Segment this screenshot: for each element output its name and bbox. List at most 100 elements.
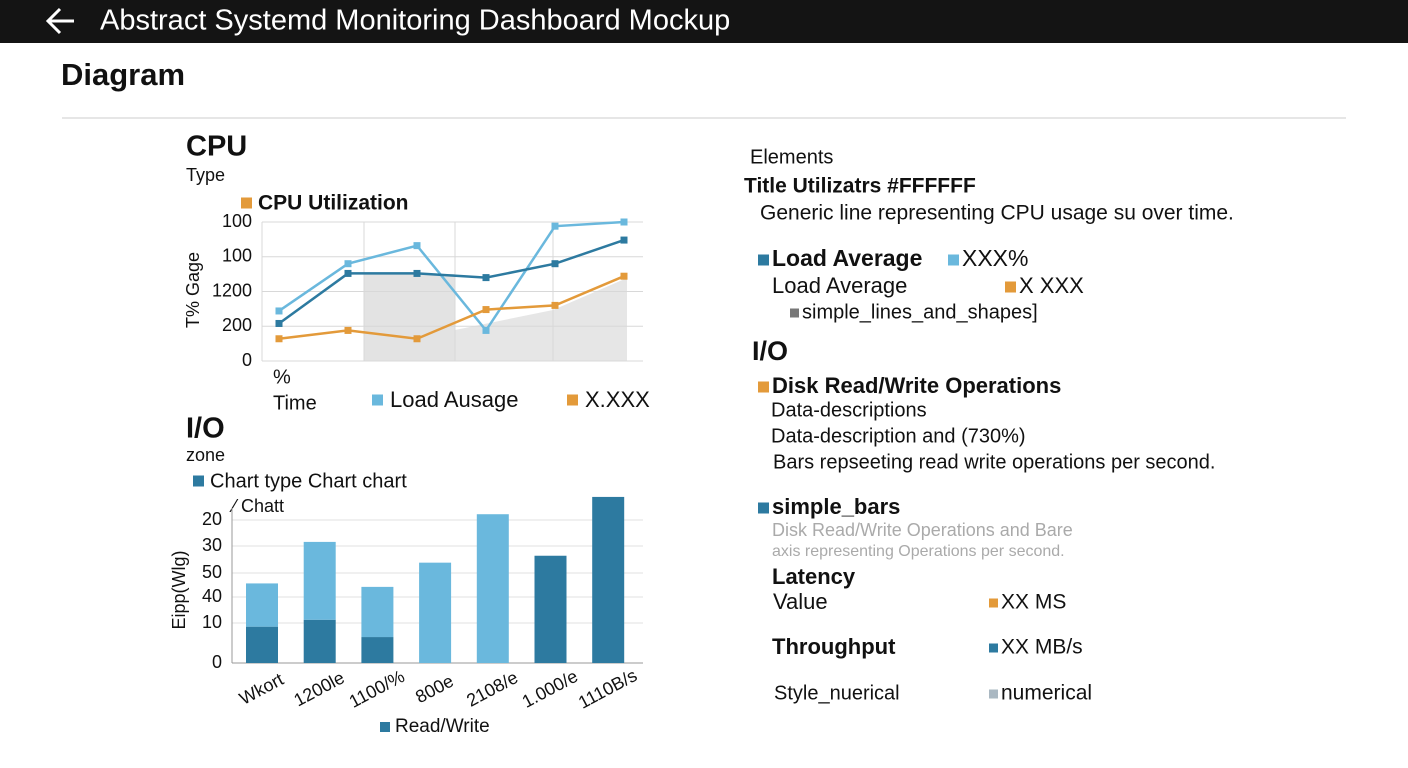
x-tick-label: 1110B/s	[575, 665, 640, 712]
panel-text: X XXX	[1019, 273, 1084, 298]
y-tick-label: 100	[222, 246, 252, 266]
legend-swatch	[758, 502, 769, 514]
x-tick-label: 1200le	[291, 667, 348, 710]
panel-text: XX MB/s	[1001, 636, 1083, 659]
data-point	[413, 242, 421, 250]
panel-text: I/O	[752, 336, 788, 366]
legend-swatch	[948, 254, 959, 266]
y-tick-label: 20	[202, 509, 222, 529]
bar	[476, 514, 509, 663]
panel-text: Disk Read/Write Operations	[772, 373, 1061, 398]
data-point	[482, 306, 490, 314]
panel-text: Elements	[750, 146, 833, 168]
bar	[419, 562, 452, 663]
shaded-region	[364, 274, 455, 361]
x-tick-label: 800e	[412, 671, 457, 707]
panel-text: numerical	[1001, 682, 1092, 705]
y-tick-label: 1200	[212, 280, 252, 300]
series-line	[278, 238, 625, 325]
data-point	[413, 335, 421, 343]
panel-text: XX MS	[1001, 591, 1066, 614]
data-point	[344, 269, 352, 277]
x-axis-label: %	[273, 366, 291, 388]
panel-text: Data-descriptions	[771, 399, 927, 421]
data-point	[344, 260, 352, 268]
panel-text: XXX%	[962, 245, 1028, 271]
legend-swatch	[193, 475, 204, 487]
chart-subtitle: zone	[186, 445, 225, 465]
y-tick-label: 0	[212, 652, 222, 672]
y-tick-label: 30	[202, 535, 222, 555]
bar	[361, 637, 394, 663]
legend-title: Chart type Chart chart	[210, 470, 407, 492]
back-button[interactable]	[45, 7, 74, 35]
legend-swatch	[989, 689, 998, 699]
panel-text: Generic line representing CPU usage su o…	[760, 202, 1234, 225]
panel-text: simple_bars	[772, 494, 900, 519]
panel-text: Latency	[772, 564, 856, 589]
bar	[592, 496, 625, 663]
data-point	[344, 326, 352, 334]
data-point	[482, 274, 490, 282]
y-tick-label: 50	[202, 562, 222, 582]
panel-text: Title Utilizatrs #FFFFFF	[744, 175, 976, 198]
legend-swatch	[241, 197, 252, 209]
panel-text: Data-description and (730%)	[771, 425, 1026, 447]
x-tick-label: 2108/e	[463, 667, 521, 711]
series-line	[278, 275, 625, 341]
chart-subtitle: Type	[186, 165, 225, 185]
legend-label: Read/Write	[395, 716, 490, 737]
data-point	[620, 236, 628, 244]
data-point	[275, 307, 283, 315]
data-point	[620, 272, 628, 280]
data-point	[551, 222, 559, 230]
chart-sub-label: ⁄ Chatt	[229, 496, 284, 516]
y-tick-label: 10	[202, 612, 222, 632]
chart-title: I/O	[186, 413, 225, 445]
panel-text: Load Average	[772, 273, 907, 298]
legend-swatch	[372, 394, 383, 406]
bar	[246, 583, 278, 627]
section-title: Diagram	[61, 57, 185, 92]
panel-text: axis representing Operations per second.	[772, 543, 1065, 560]
y-tick-label: 40	[202, 586, 222, 606]
data-point	[620, 218, 628, 226]
y-tick-label: 0	[242, 350, 252, 370]
panel-text: Style_nuerical	[774, 682, 900, 704]
legend-swatch	[790, 308, 799, 318]
panel-text: Disk Read/Write Operations and Bare	[772, 520, 1073, 540]
legend-swatch	[989, 643, 998, 653]
series-line	[278, 220, 625, 333]
data-point	[482, 326, 490, 334]
data-point	[413, 269, 421, 277]
data-point	[551, 260, 559, 268]
shaded-region	[455, 278, 627, 361]
bar	[361, 586, 394, 638]
legend-swatch	[989, 598, 998, 608]
panel-text: Load Average	[772, 245, 922, 271]
bar	[303, 619, 336, 663]
data-point	[275, 335, 283, 343]
header-bar	[0, 0, 1408, 43]
panel-text: Bars repseeting read write operations pe…	[773, 451, 1215, 473]
bar	[246, 626, 278, 663]
panel-text: Throughput	[772, 634, 896, 659]
y-tick-label: 200	[222, 315, 252, 335]
x-tick-label: 1.000/e	[519, 666, 581, 712]
panel-text: Value	[773, 589, 828, 614]
chart-title: CPU	[186, 131, 247, 163]
legend-swatch	[758, 254, 769, 266]
bar	[534, 555, 567, 663]
y-axis-label: Eipp(Wlg)	[169, 550, 189, 629]
legend-label: Load Ausage	[390, 387, 518, 412]
header-title: Abstract Systemd Monitoring Dashboard Mo…	[100, 5, 730, 37]
x-tick-label: 1100/%	[346, 666, 408, 712]
legend-swatch	[1005, 281, 1016, 293]
legend-label: X.XXX	[585, 387, 650, 412]
legend-swatch	[567, 394, 578, 406]
legend-swatch	[380, 722, 390, 732]
bar	[303, 541, 336, 620]
y-axis-label: T% Gage	[183, 252, 203, 328]
